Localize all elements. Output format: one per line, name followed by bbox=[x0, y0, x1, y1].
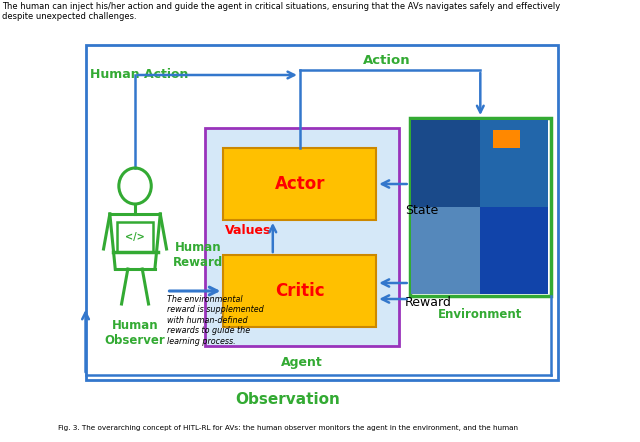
Text: Values: Values bbox=[225, 224, 271, 236]
Text: Environment: Environment bbox=[438, 308, 522, 321]
Bar bbox=[223, 255, 376, 327]
Bar bbox=[480, 120, 548, 207]
Bar bbox=[410, 118, 551, 296]
Text: Action: Action bbox=[364, 53, 411, 66]
Text: The human can inject his/her action and guide the agent in critical situations, : The human can inject his/her action and … bbox=[2, 2, 560, 21]
Text: Actor: Actor bbox=[275, 175, 325, 193]
Text: Observation: Observation bbox=[236, 392, 340, 408]
Text: Human Action: Human Action bbox=[90, 69, 188, 81]
Text: Reward: Reward bbox=[405, 297, 452, 309]
Bar bbox=[412, 120, 480, 207]
Bar bbox=[493, 130, 520, 148]
Bar bbox=[480, 207, 548, 294]
Text: Human
Observer: Human Observer bbox=[105, 319, 165, 347]
Bar bbox=[86, 45, 558, 380]
Bar bbox=[117, 222, 153, 252]
Bar bbox=[223, 148, 376, 220]
Bar bbox=[412, 120, 549, 294]
Text: Critic: Critic bbox=[275, 282, 324, 300]
Text: Agent: Agent bbox=[281, 356, 323, 369]
Bar bbox=[412, 207, 480, 294]
Text: Human
Reward: Human Reward bbox=[173, 241, 223, 269]
Text: State: State bbox=[405, 203, 438, 217]
Text: Fig. 3. The overarching concept of HITL-RL for AVs: the human observer monitors : Fig. 3. The overarching concept of HITL-… bbox=[58, 425, 518, 431]
Bar bbox=[205, 128, 399, 346]
Text: The environmental
reward is supplemented
with human-defined
rewards to guide the: The environmental reward is supplemented… bbox=[166, 295, 263, 346]
Text: </>: </> bbox=[125, 232, 145, 242]
